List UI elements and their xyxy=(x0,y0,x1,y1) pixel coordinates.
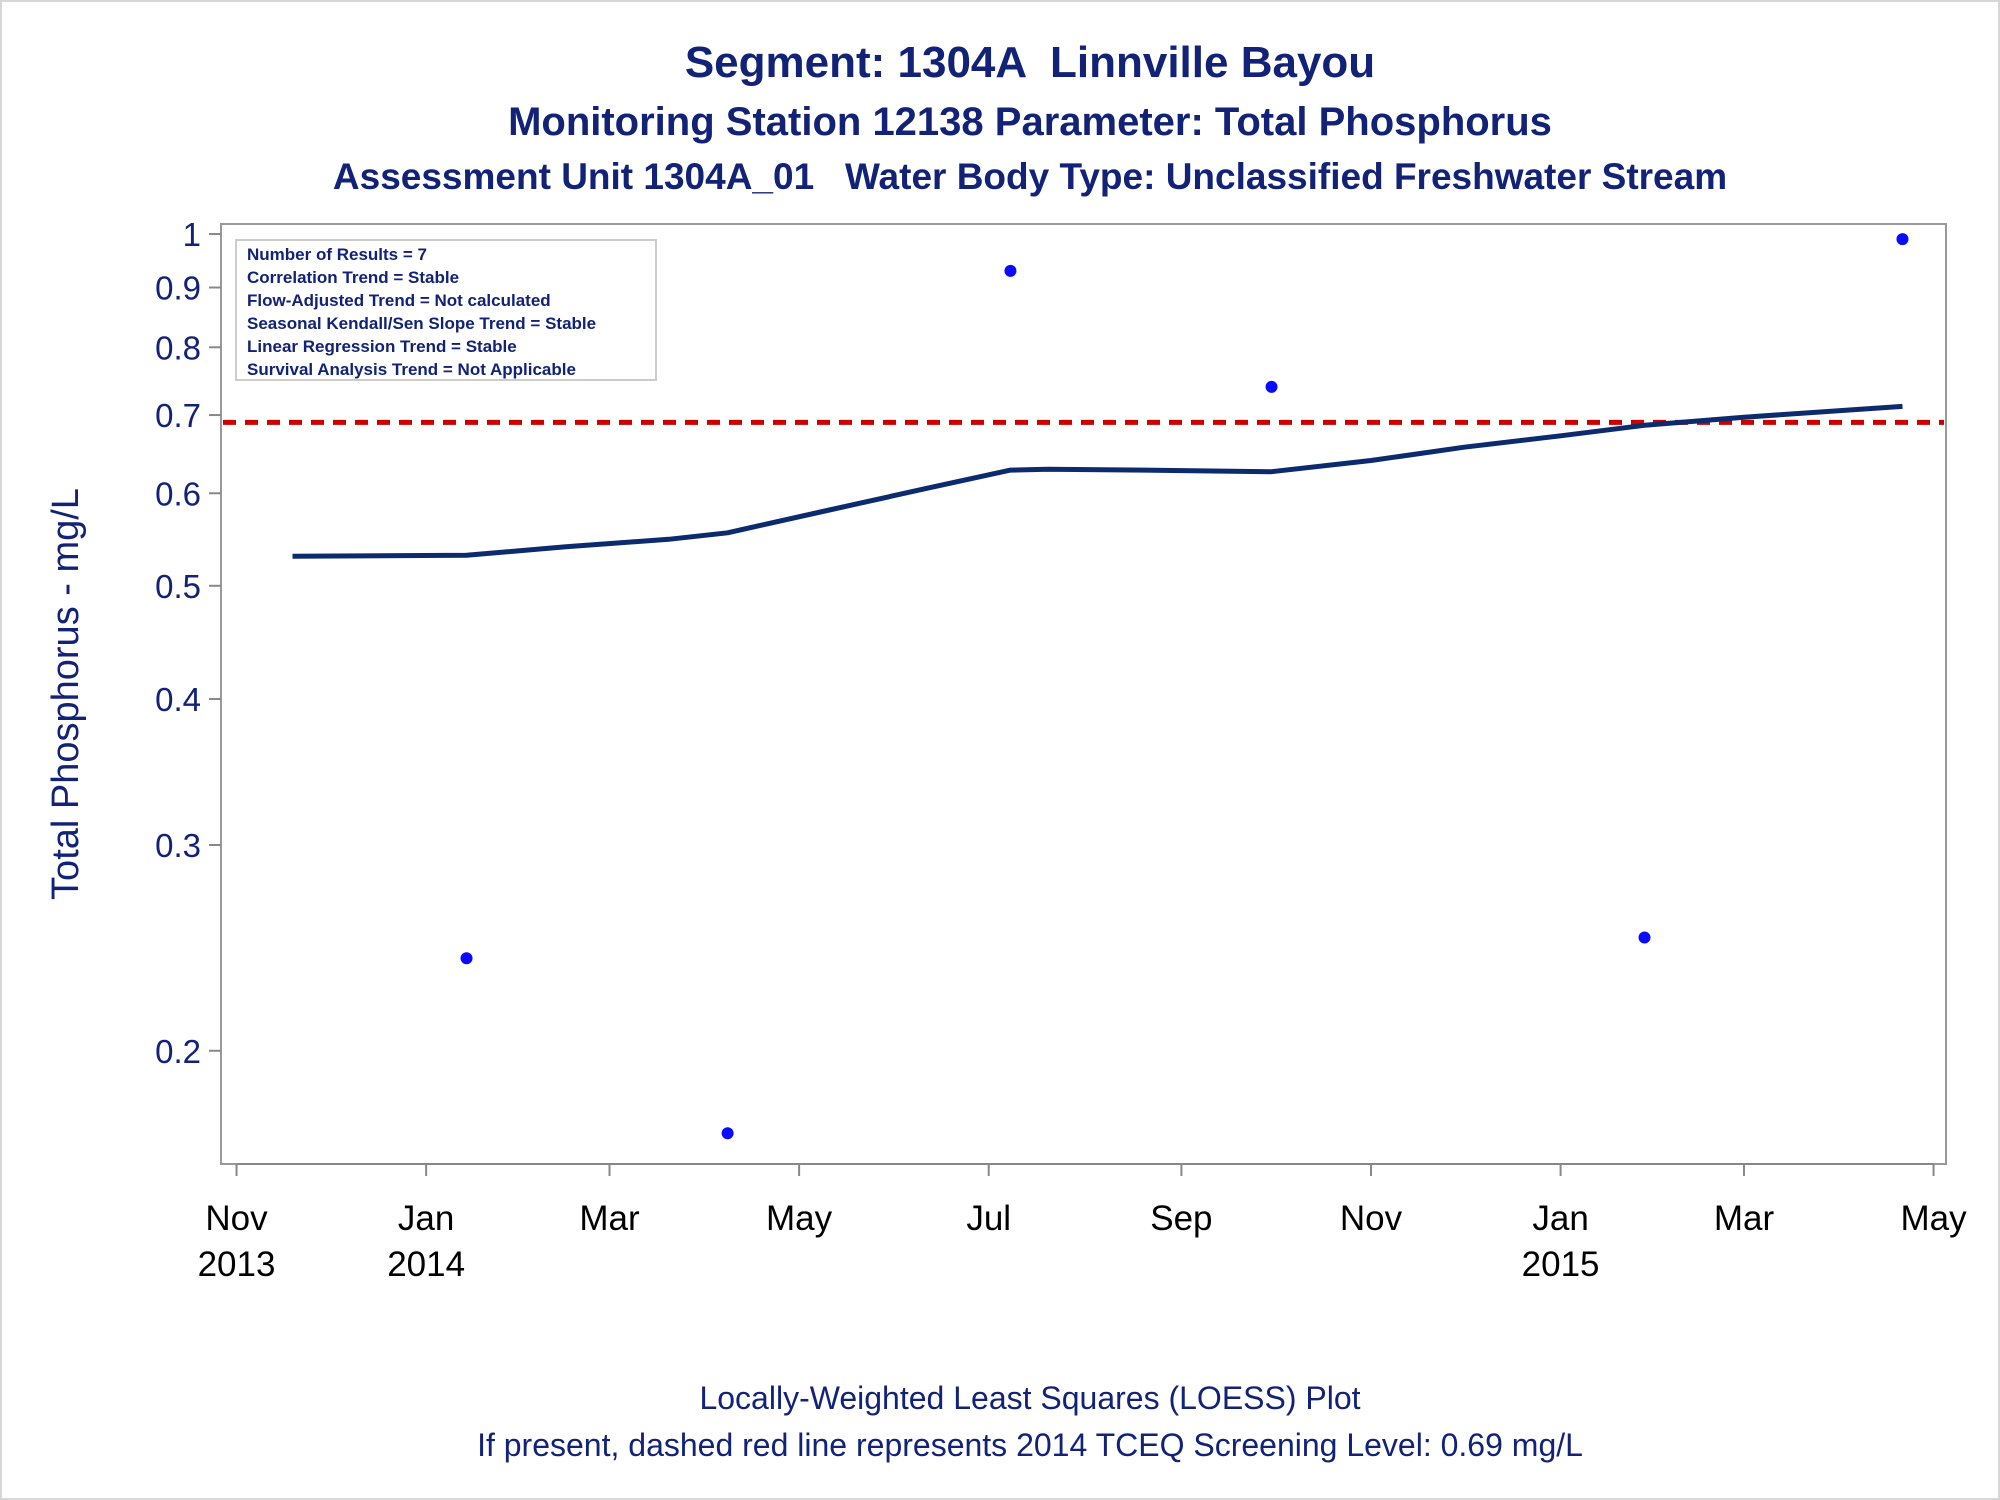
y-tick-label: 0.4 xyxy=(155,681,201,718)
x-tick-label: 2013 xyxy=(198,1245,276,1284)
x-tick-label: May xyxy=(1901,1199,1968,1238)
data-point xyxy=(1638,931,1651,944)
y-tick-label: 0.7 xyxy=(155,397,201,434)
footnote-screening-level: If present, dashed red line represents 2… xyxy=(477,1427,1583,1463)
x-tick-label: Jan xyxy=(1532,1199,1588,1238)
x-tick-label: Mar xyxy=(579,1199,640,1238)
loess-line xyxy=(292,403,1903,559)
x-tick-label: Nov xyxy=(205,1199,268,1238)
x-tick-label: Jul xyxy=(966,1199,1011,1238)
x-axis: Nov 2013 Jan 2014 Mar May Jul Sep Nov Jan 2015 Mar M… xyxy=(198,1163,1968,1284)
trend-info-box: Number of Results = 7 Correlation Trend =… xyxy=(235,239,657,381)
y-tick-label: 1 xyxy=(183,216,201,253)
x-tick-label: Mar xyxy=(1714,1199,1775,1238)
info-box-line: Seasonal Kendall/Sen Slope Trend = Stabl… xyxy=(247,314,596,333)
y-axis-label: Total Phosphorus - mg/L xyxy=(45,488,87,900)
x-tick-label: Sep xyxy=(1150,1199,1212,1238)
x-tick-label: May xyxy=(766,1199,833,1238)
info-box-line: Correlation Trend = Stable xyxy=(247,268,459,287)
x-tick-label: 2014 xyxy=(387,1245,465,1284)
info-box-line: Flow-Adjusted Trend = Not calculated xyxy=(247,291,551,310)
x-tick-label: Jan xyxy=(398,1199,454,1238)
chart-subtitle-assessment: Assessment Unit 1304A_01 Water Body Type… xyxy=(332,156,1728,197)
y-tick-label: 0.3 xyxy=(155,827,201,864)
y-tick-label: 0.5 xyxy=(155,568,201,605)
info-box-border xyxy=(235,239,657,381)
chart-title: Segment: 1304A Linnville Bayou xyxy=(684,38,1376,87)
info-box-line: Number of Results = 7 xyxy=(247,245,427,264)
x-tick-label: Nov xyxy=(1340,1199,1403,1238)
data-point xyxy=(721,1127,734,1140)
info-box-line: Survival Analysis Trend = Not Applicable xyxy=(247,360,576,379)
data-point xyxy=(1896,233,1909,246)
x-tick-label: 2015 xyxy=(1522,1245,1600,1284)
data-points xyxy=(286,233,1909,1140)
y-tick-label: 0.2 xyxy=(155,1033,201,1070)
chart-subtitle-station: Monitoring Station 12138 Parameter: Tota… xyxy=(508,100,1552,144)
data-point xyxy=(1004,264,1017,277)
data-point xyxy=(460,952,473,965)
info-box-line: Linear Regression Trend = Stable xyxy=(247,337,517,356)
y-tick-label: 0.6 xyxy=(155,475,201,512)
data-point xyxy=(1265,380,1278,393)
y-axis: 0.2 0.3 0.4 0.5 0.6 0.7 0.8 0.9 1 xyxy=(155,216,221,1070)
loess-curve xyxy=(292,403,1903,559)
y-tick-label: 0.8 xyxy=(155,329,201,366)
y-tick-label: 0.9 xyxy=(155,270,201,307)
footnote-loess: Locally-Weighted Least Squares (LOESS) P… xyxy=(699,1380,1361,1416)
